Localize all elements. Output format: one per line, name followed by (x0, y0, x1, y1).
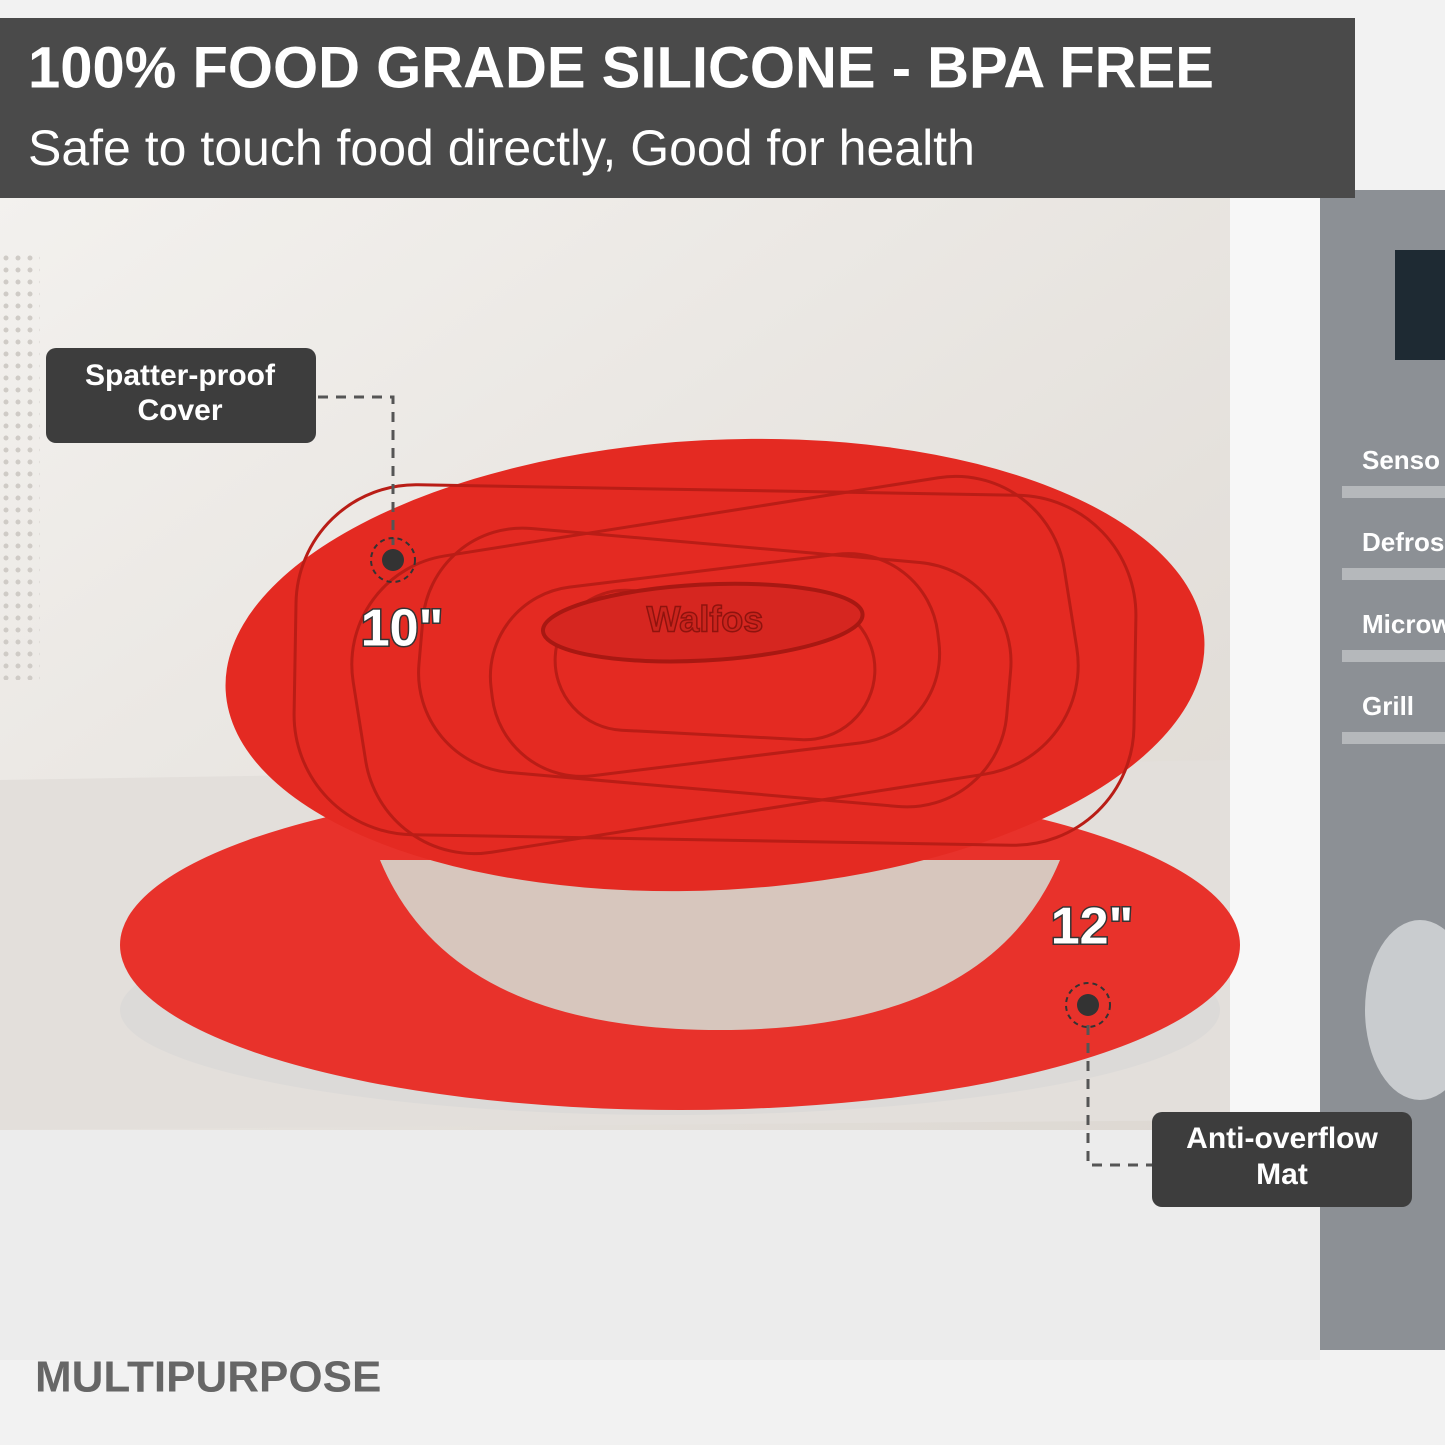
lid (225, 438, 1205, 892)
header-bar (0, 18, 1355, 198)
panel-buttons: Senso Defros Microwa Grill (1342, 445, 1445, 744)
display (1395, 250, 1445, 360)
footer-label: MULTIPURPOSE (35, 1353, 381, 1402)
mat-label: Mat (1256, 1158, 1308, 1191)
cover-size: 10" (361, 600, 444, 658)
panel-button-label: Microwa (1362, 609, 1445, 639)
leader-line (318, 395, 395, 545)
dial (1365, 920, 1445, 1100)
cover-label: Spatter-proof (85, 359, 276, 392)
panel-button-label: Grill (1362, 691, 1414, 721)
panel-button-label: Senso (1362, 445, 1440, 475)
panel-button (1342, 568, 1445, 580)
cover-callout (46, 348, 316, 443)
mat-size: 12" (1051, 898, 1134, 956)
marker (370, 537, 416, 583)
panel-button (1342, 486, 1445, 498)
vent (0, 250, 40, 680)
mat-label: Anti-overflow (1186, 1122, 1378, 1155)
oven-front (0, 1130, 1320, 1360)
bowl (380, 860, 1060, 1030)
marker (1065, 982, 1111, 1028)
header-subtitle: Safe to touch food directly, Good for he… (28, 120, 975, 176)
panel-button (1342, 650, 1445, 662)
panel-button-label: Defros (1362, 527, 1444, 557)
panel-button (1342, 732, 1445, 744)
cover-label: Cover (137, 394, 222, 427)
mat-callout (1152, 1112, 1412, 1207)
header-title: 100% FOOD GRADE SILICONE - BPA FREE (28, 35, 1214, 100)
marker (1077, 994, 1099, 1016)
door-frame (1230, 190, 1320, 1190)
brand: Walfos (647, 599, 764, 640)
marker (382, 549, 404, 571)
leader-line (1086, 1025, 1152, 1167)
